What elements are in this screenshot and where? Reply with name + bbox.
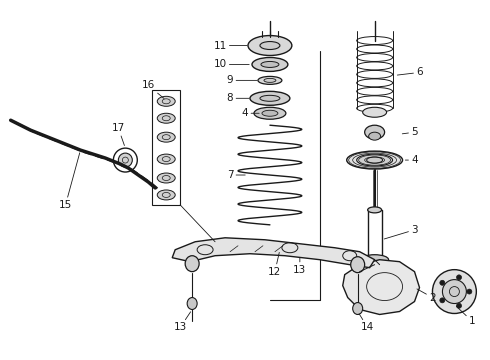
Ellipse shape bbox=[185, 256, 199, 272]
Ellipse shape bbox=[363, 107, 387, 117]
Ellipse shape bbox=[365, 125, 385, 139]
Text: 13: 13 bbox=[173, 312, 191, 332]
Ellipse shape bbox=[260, 95, 280, 101]
Ellipse shape bbox=[258, 76, 282, 84]
Ellipse shape bbox=[248, 36, 292, 55]
Ellipse shape bbox=[187, 298, 197, 310]
Ellipse shape bbox=[254, 107, 286, 119]
Ellipse shape bbox=[467, 289, 472, 294]
Ellipse shape bbox=[157, 154, 175, 164]
Ellipse shape bbox=[368, 132, 381, 140]
Ellipse shape bbox=[252, 58, 288, 71]
Ellipse shape bbox=[368, 207, 382, 213]
Ellipse shape bbox=[157, 96, 175, 106]
Text: 16: 16 bbox=[142, 80, 164, 99]
Ellipse shape bbox=[157, 113, 175, 123]
Ellipse shape bbox=[361, 255, 389, 265]
Text: 14: 14 bbox=[359, 314, 374, 332]
Ellipse shape bbox=[440, 280, 445, 285]
Ellipse shape bbox=[157, 132, 175, 142]
Ellipse shape bbox=[264, 78, 276, 82]
Text: 15: 15 bbox=[59, 153, 80, 210]
Text: 1: 1 bbox=[456, 306, 476, 327]
Text: 11: 11 bbox=[214, 41, 247, 50]
Ellipse shape bbox=[347, 151, 403, 169]
Text: 6: 6 bbox=[397, 67, 423, 77]
Ellipse shape bbox=[353, 302, 363, 315]
Text: 12: 12 bbox=[269, 252, 282, 276]
Text: 3: 3 bbox=[384, 225, 418, 239]
Text: 7: 7 bbox=[227, 170, 245, 180]
Text: 8: 8 bbox=[227, 93, 249, 103]
Ellipse shape bbox=[457, 275, 462, 280]
Polygon shape bbox=[343, 260, 419, 315]
Text: 5: 5 bbox=[402, 127, 418, 137]
Text: 17: 17 bbox=[112, 123, 125, 145]
Ellipse shape bbox=[457, 303, 462, 308]
Ellipse shape bbox=[261, 62, 279, 67]
Polygon shape bbox=[172, 238, 375, 268]
Ellipse shape bbox=[433, 270, 476, 314]
Text: 4: 4 bbox=[242, 108, 259, 118]
Ellipse shape bbox=[368, 262, 382, 268]
Ellipse shape bbox=[250, 91, 290, 105]
Ellipse shape bbox=[351, 257, 365, 273]
Bar bbox=[152, 90, 180, 205]
Ellipse shape bbox=[119, 153, 132, 167]
Text: 13: 13 bbox=[293, 257, 306, 275]
Ellipse shape bbox=[260, 41, 280, 50]
Ellipse shape bbox=[157, 173, 175, 183]
Ellipse shape bbox=[157, 190, 175, 200]
Ellipse shape bbox=[357, 154, 392, 166]
Text: 9: 9 bbox=[227, 75, 257, 85]
Text: 2: 2 bbox=[417, 289, 436, 302]
Text: 10: 10 bbox=[214, 59, 249, 69]
Text: 4: 4 bbox=[405, 155, 418, 165]
Ellipse shape bbox=[440, 298, 445, 303]
Ellipse shape bbox=[262, 110, 278, 116]
Ellipse shape bbox=[442, 280, 466, 303]
Ellipse shape bbox=[449, 287, 460, 297]
Ellipse shape bbox=[367, 157, 383, 163]
